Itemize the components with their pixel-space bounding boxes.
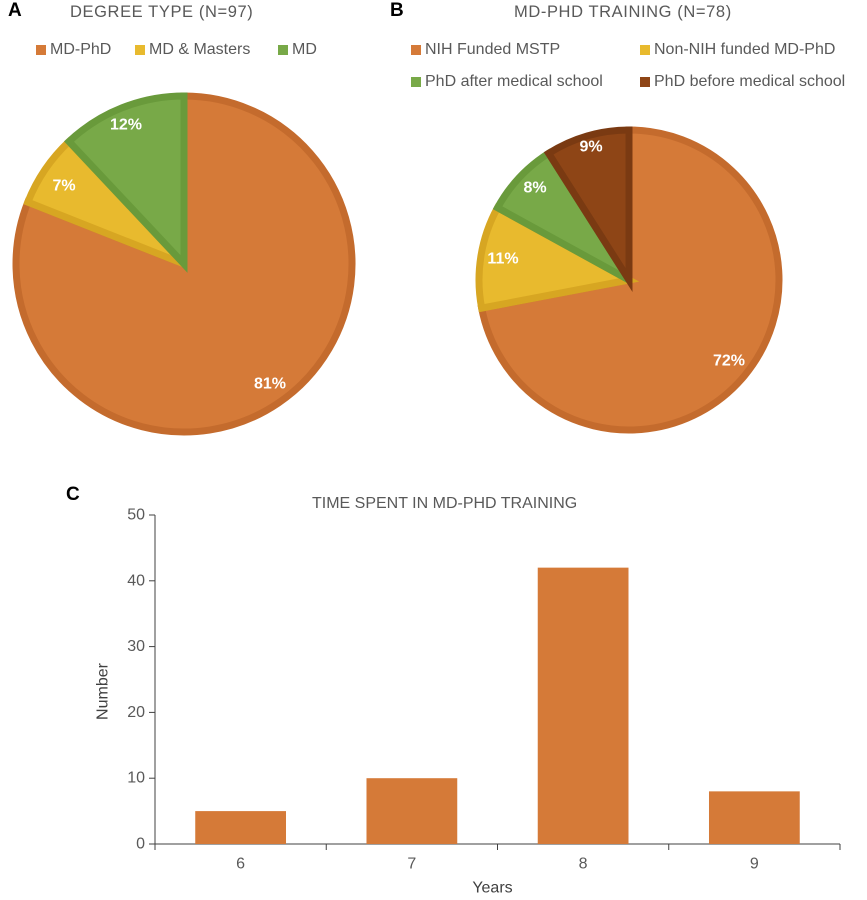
- bar: [537, 567, 629, 844]
- pie-data-label: 7%: [52, 178, 75, 195]
- pie-chart-degree-type: 81% 7% 12%: [12, 92, 356, 436]
- pie-b-title: MD-PHD TRAINING (N=78): [514, 3, 732, 21]
- y-tick-label: 20: [127, 704, 145, 721]
- pie-a-title: DEGREE TYPE (N=97): [70, 3, 254, 21]
- legend-swatch: [135, 45, 145, 55]
- panel-letter-c: C: [66, 484, 80, 505]
- legend-label: NIH Funded MSTP: [425, 41, 561, 58]
- y-axis-label: Number: [95, 662, 112, 720]
- legend-swatch: [411, 45, 421, 55]
- pie-data-label: 9%: [579, 139, 602, 156]
- x-tick-label: 8: [579, 856, 588, 873]
- legend-item: MD: [278, 41, 317, 59]
- legend-label: MD-PhD: [50, 41, 112, 58]
- x-axis-label: Years: [472, 880, 512, 897]
- pie-data-label: 8%: [523, 180, 546, 197]
- y-tick-label: 40: [127, 572, 145, 589]
- pie-data-label: 72%: [713, 353, 745, 370]
- legend-item: MD-PhD: [36, 41, 111, 59]
- legend-label: MD & Masters: [149, 41, 251, 58]
- legend-swatch: [640, 77, 650, 87]
- y-tick-label: 30: [127, 638, 145, 655]
- legend-item: NIH Funded MSTP: [411, 41, 560, 59]
- bar-chart-time-spent: 0 10 20 30 40 50 6 7 8 9 Years Number: [95, 507, 841, 897]
- x-tick-label: 9: [750, 856, 759, 873]
- bar-chart-title: TIME SPENT IN MD-PHD TRAINING: [312, 495, 578, 512]
- legend-swatch: [411, 77, 421, 87]
- legend-swatch: [36, 45, 46, 55]
- legend-item: MD & Masters: [135, 41, 250, 59]
- legend-swatch: [640, 45, 650, 55]
- pie-slice: [543, 126, 633, 293]
- legend-swatch: [278, 45, 288, 55]
- pie-data-label: 12%: [110, 117, 142, 134]
- pie-slice: [475, 202, 640, 313]
- bar: [708, 791, 800, 844]
- pie-data-label: 11%: [487, 251, 518, 268]
- pie-chart-mdphd-training: 72% 11% 8% 9%: [475, 126, 783, 434]
- x-tick-label: 6: [236, 856, 245, 873]
- y-tick-label: 10: [127, 770, 145, 787]
- legend-label: Non-NIH funded MD-PhD: [654, 41, 836, 58]
- pie-slice: [64, 92, 188, 273]
- panel-letter-a: A: [8, 0, 22, 21]
- legend-item: Non-NIH funded MD-PhD: [640, 41, 835, 59]
- y-tick-label: 0: [136, 836, 145, 853]
- bar: [366, 778, 458, 844]
- pie-slice: [12, 92, 356, 436]
- legend-label: PhD after medical school: [425, 73, 603, 90]
- x-tick-label: 7: [407, 856, 416, 873]
- pie-data-label: 81%: [254, 376, 286, 393]
- legend-label: PhD before medical school: [654, 73, 846, 90]
- bar: [195, 811, 286, 844]
- y-tick-label: 50: [127, 507, 145, 524]
- panel-letter-b: B: [390, 0, 404, 21]
- legend-label: MD: [292, 41, 317, 58]
- legend-item: PhD before medical school: [640, 73, 845, 91]
- legend-item: PhD after medical school: [411, 73, 603, 91]
